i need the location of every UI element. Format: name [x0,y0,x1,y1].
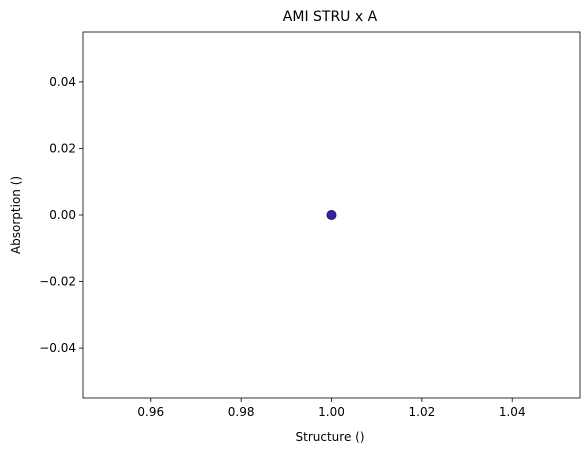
x-tick-label: 1.04 [499,405,526,419]
x-axis: 0.96 0.98 1.00 1.02 1.04 [137,398,526,419]
chart-title: AMI STRU x A [283,9,378,25]
data-point [326,210,337,220]
x-axis-label: Structure () [296,430,365,444]
x-tick-label: 1.02 [409,405,436,419]
y-tick-label: −0.04 [39,341,76,355]
y-axis: 0.04 0.02 0.00 −0.02 −0.04 [39,75,83,355]
y-tick-label: 0.00 [49,208,76,222]
x-tick-label: 0.96 [137,405,164,419]
y-tick-label: −0.02 [39,275,76,289]
y-tick-label: 0.04 [49,75,76,89]
y-axis-label: Absorption () [9,176,23,254]
y-tick-label: 0.02 [49,141,76,155]
data-points [326,210,337,220]
x-tick-label: 0.98 [228,405,255,419]
x-tick-label: 1.00 [318,405,345,419]
